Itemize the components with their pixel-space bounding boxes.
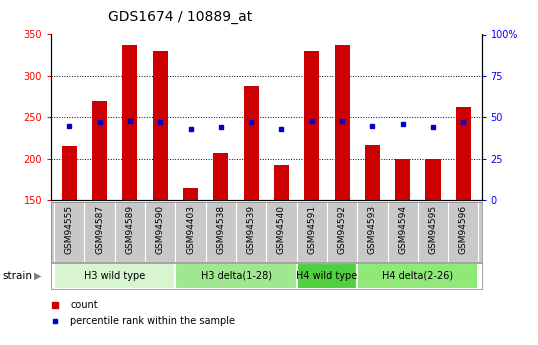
Text: count: count xyxy=(70,300,98,310)
Text: GSM94591: GSM94591 xyxy=(307,205,316,254)
Text: GDS1674 / 10889_at: GDS1674 / 10889_at xyxy=(108,10,252,24)
Bar xyxy=(357,263,478,289)
Bar xyxy=(213,153,229,200)
Bar xyxy=(62,146,77,200)
Text: GSM94587: GSM94587 xyxy=(95,205,104,254)
Bar xyxy=(426,159,441,200)
Text: H3 wild type: H3 wild type xyxy=(84,271,145,281)
Text: GSM94594: GSM94594 xyxy=(398,205,407,254)
Text: GSM94590: GSM94590 xyxy=(155,205,165,254)
Bar xyxy=(456,107,471,200)
Text: GSM94403: GSM94403 xyxy=(186,205,195,254)
Bar xyxy=(244,86,259,200)
Bar xyxy=(365,146,380,200)
Bar xyxy=(122,45,138,200)
Text: ▶: ▶ xyxy=(34,271,41,281)
Text: H4 wild type: H4 wild type xyxy=(296,271,358,281)
Text: GSM94596: GSM94596 xyxy=(459,205,468,254)
Text: GSM94595: GSM94595 xyxy=(428,205,437,254)
Text: GSM94540: GSM94540 xyxy=(277,205,286,254)
Text: strain: strain xyxy=(3,271,33,281)
Bar xyxy=(183,188,198,200)
Bar xyxy=(335,45,350,200)
Text: GSM94538: GSM94538 xyxy=(216,205,225,254)
Text: GSM94589: GSM94589 xyxy=(125,205,134,254)
Text: GSM94593: GSM94593 xyxy=(368,205,377,254)
Bar xyxy=(274,165,289,200)
Text: H3 delta(1-28): H3 delta(1-28) xyxy=(201,271,272,281)
Bar xyxy=(304,51,320,200)
Text: percentile rank within the sample: percentile rank within the sample xyxy=(70,316,236,325)
Text: H4 delta(2-26): H4 delta(2-26) xyxy=(383,271,454,281)
Bar xyxy=(395,159,410,200)
Bar xyxy=(153,51,168,200)
Bar xyxy=(92,101,107,200)
Text: GSM94555: GSM94555 xyxy=(65,205,74,254)
Bar xyxy=(296,263,357,289)
Text: GSM94592: GSM94592 xyxy=(337,205,346,254)
Bar xyxy=(54,263,175,289)
Text: GSM94539: GSM94539 xyxy=(246,205,256,254)
Bar xyxy=(175,263,296,289)
